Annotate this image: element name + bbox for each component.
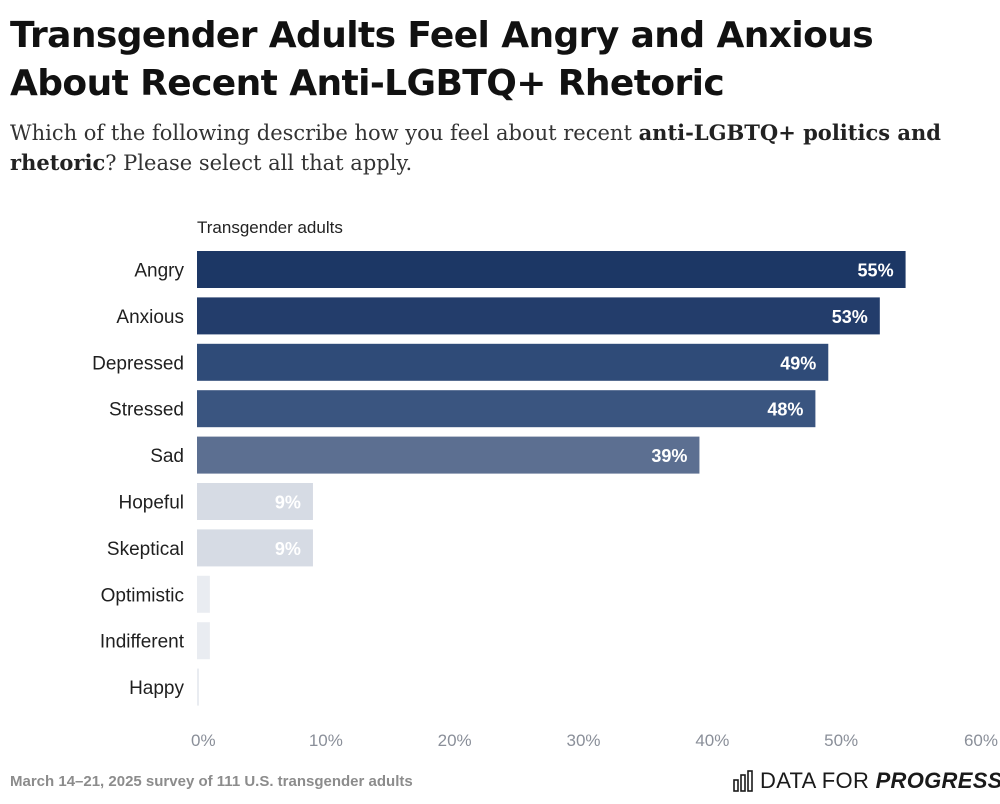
survey-note: March 14–21, 2025 survey of 111 U.S. tra… <box>10 773 413 790</box>
category-label-depressed: Depressed <box>92 353 184 374</box>
category-label-optimistic: Optimistic <box>101 585 184 606</box>
bars-layer: Angry 55% Anxious 53% Depressed 49% Stressed 48… <box>92 251 906 706</box>
category-label-angry: Angry <box>134 261 184 282</box>
subtitle-text-start: Which of the following describe how you … <box>10 121 639 145</box>
bar-chart: Transgender adults Angry 55% Anxious 53% Dep… <box>92 218 998 750</box>
bar-hopeful[interactable] <box>197 483 313 520</box>
value-label-hopeful: 9% <box>275 493 301 513</box>
x-tick-label: 0% <box>191 731 216 750</box>
value-label-angry: 55% <box>858 261 894 281</box>
x-tick-label: 10% <box>309 731 343 750</box>
bar-indifferent[interactable] <box>197 622 210 660</box>
series-label: Transgender adults <box>197 218 343 237</box>
value-label-depressed: 49% <box>780 353 816 373</box>
category-label-happy: Happy <box>129 678 184 699</box>
value-label-skeptical: 9% <box>275 539 301 559</box>
bar-anxious[interactable] <box>197 297 880 335</box>
brand-name: DATA FOR PROGRESS <box>760 768 1000 794</box>
category-label-skeptical: Skeptical <box>107 539 184 560</box>
chart-title: Transgender Adults Feel Angry and Anxiou… <box>10 15 874 104</box>
x-tick-label: 20% <box>438 731 472 750</box>
x-tick-label: 50% <box>824 731 858 750</box>
brand-name-bold: PROGRESS <box>875 768 1000 793</box>
chart-subtitle: Which of the following describe how you … <box>10 118 990 178</box>
bar-sad[interactable] <box>197 436 700 474</box>
x-tick-label: 30% <box>566 731 600 750</box>
category-label-stressed: Stressed <box>109 400 184 421</box>
bar-skeptical[interactable] <box>197 529 313 567</box>
bar-optimistic[interactable] <box>197 575 210 613</box>
value-label-sad: 39% <box>651 446 687 466</box>
x-axis-ticks: 0% 10% 20% 30% 40% 50% 60% <box>191 731 998 750</box>
bar-chart-icon <box>733 770 753 792</box>
x-tick-label: 60% <box>964 731 998 750</box>
brand-logo[interactable]: DATA FOR PROGRESS <box>733 766 1000 796</box>
value-label-stressed: 48% <box>767 400 803 420</box>
brand-name-regular: DATA FOR <box>760 768 876 793</box>
category-label-sad: Sad <box>150 446 184 467</box>
bar-angry[interactable] <box>197 251 906 288</box>
category-label-anxious: Anxious <box>116 307 184 328</box>
value-label-anxious: 53% <box>832 307 868 327</box>
category-label-indifferent: Indifferent <box>100 632 185 653</box>
bar-stressed[interactable] <box>197 390 816 428</box>
subtitle-text-bold: anti-LGBTQ+ politics and rhetoric <box>10 120 941 175</box>
bar-depressed[interactable] <box>197 343 829 381</box>
subtitle-text-end: ? Please select all that apply. <box>105 151 413 175</box>
bar-happy[interactable] <box>197 668 199 706</box>
x-tick-label: 40% <box>695 731 729 750</box>
category-label-hopeful: Hopeful <box>119 493 185 514</box>
